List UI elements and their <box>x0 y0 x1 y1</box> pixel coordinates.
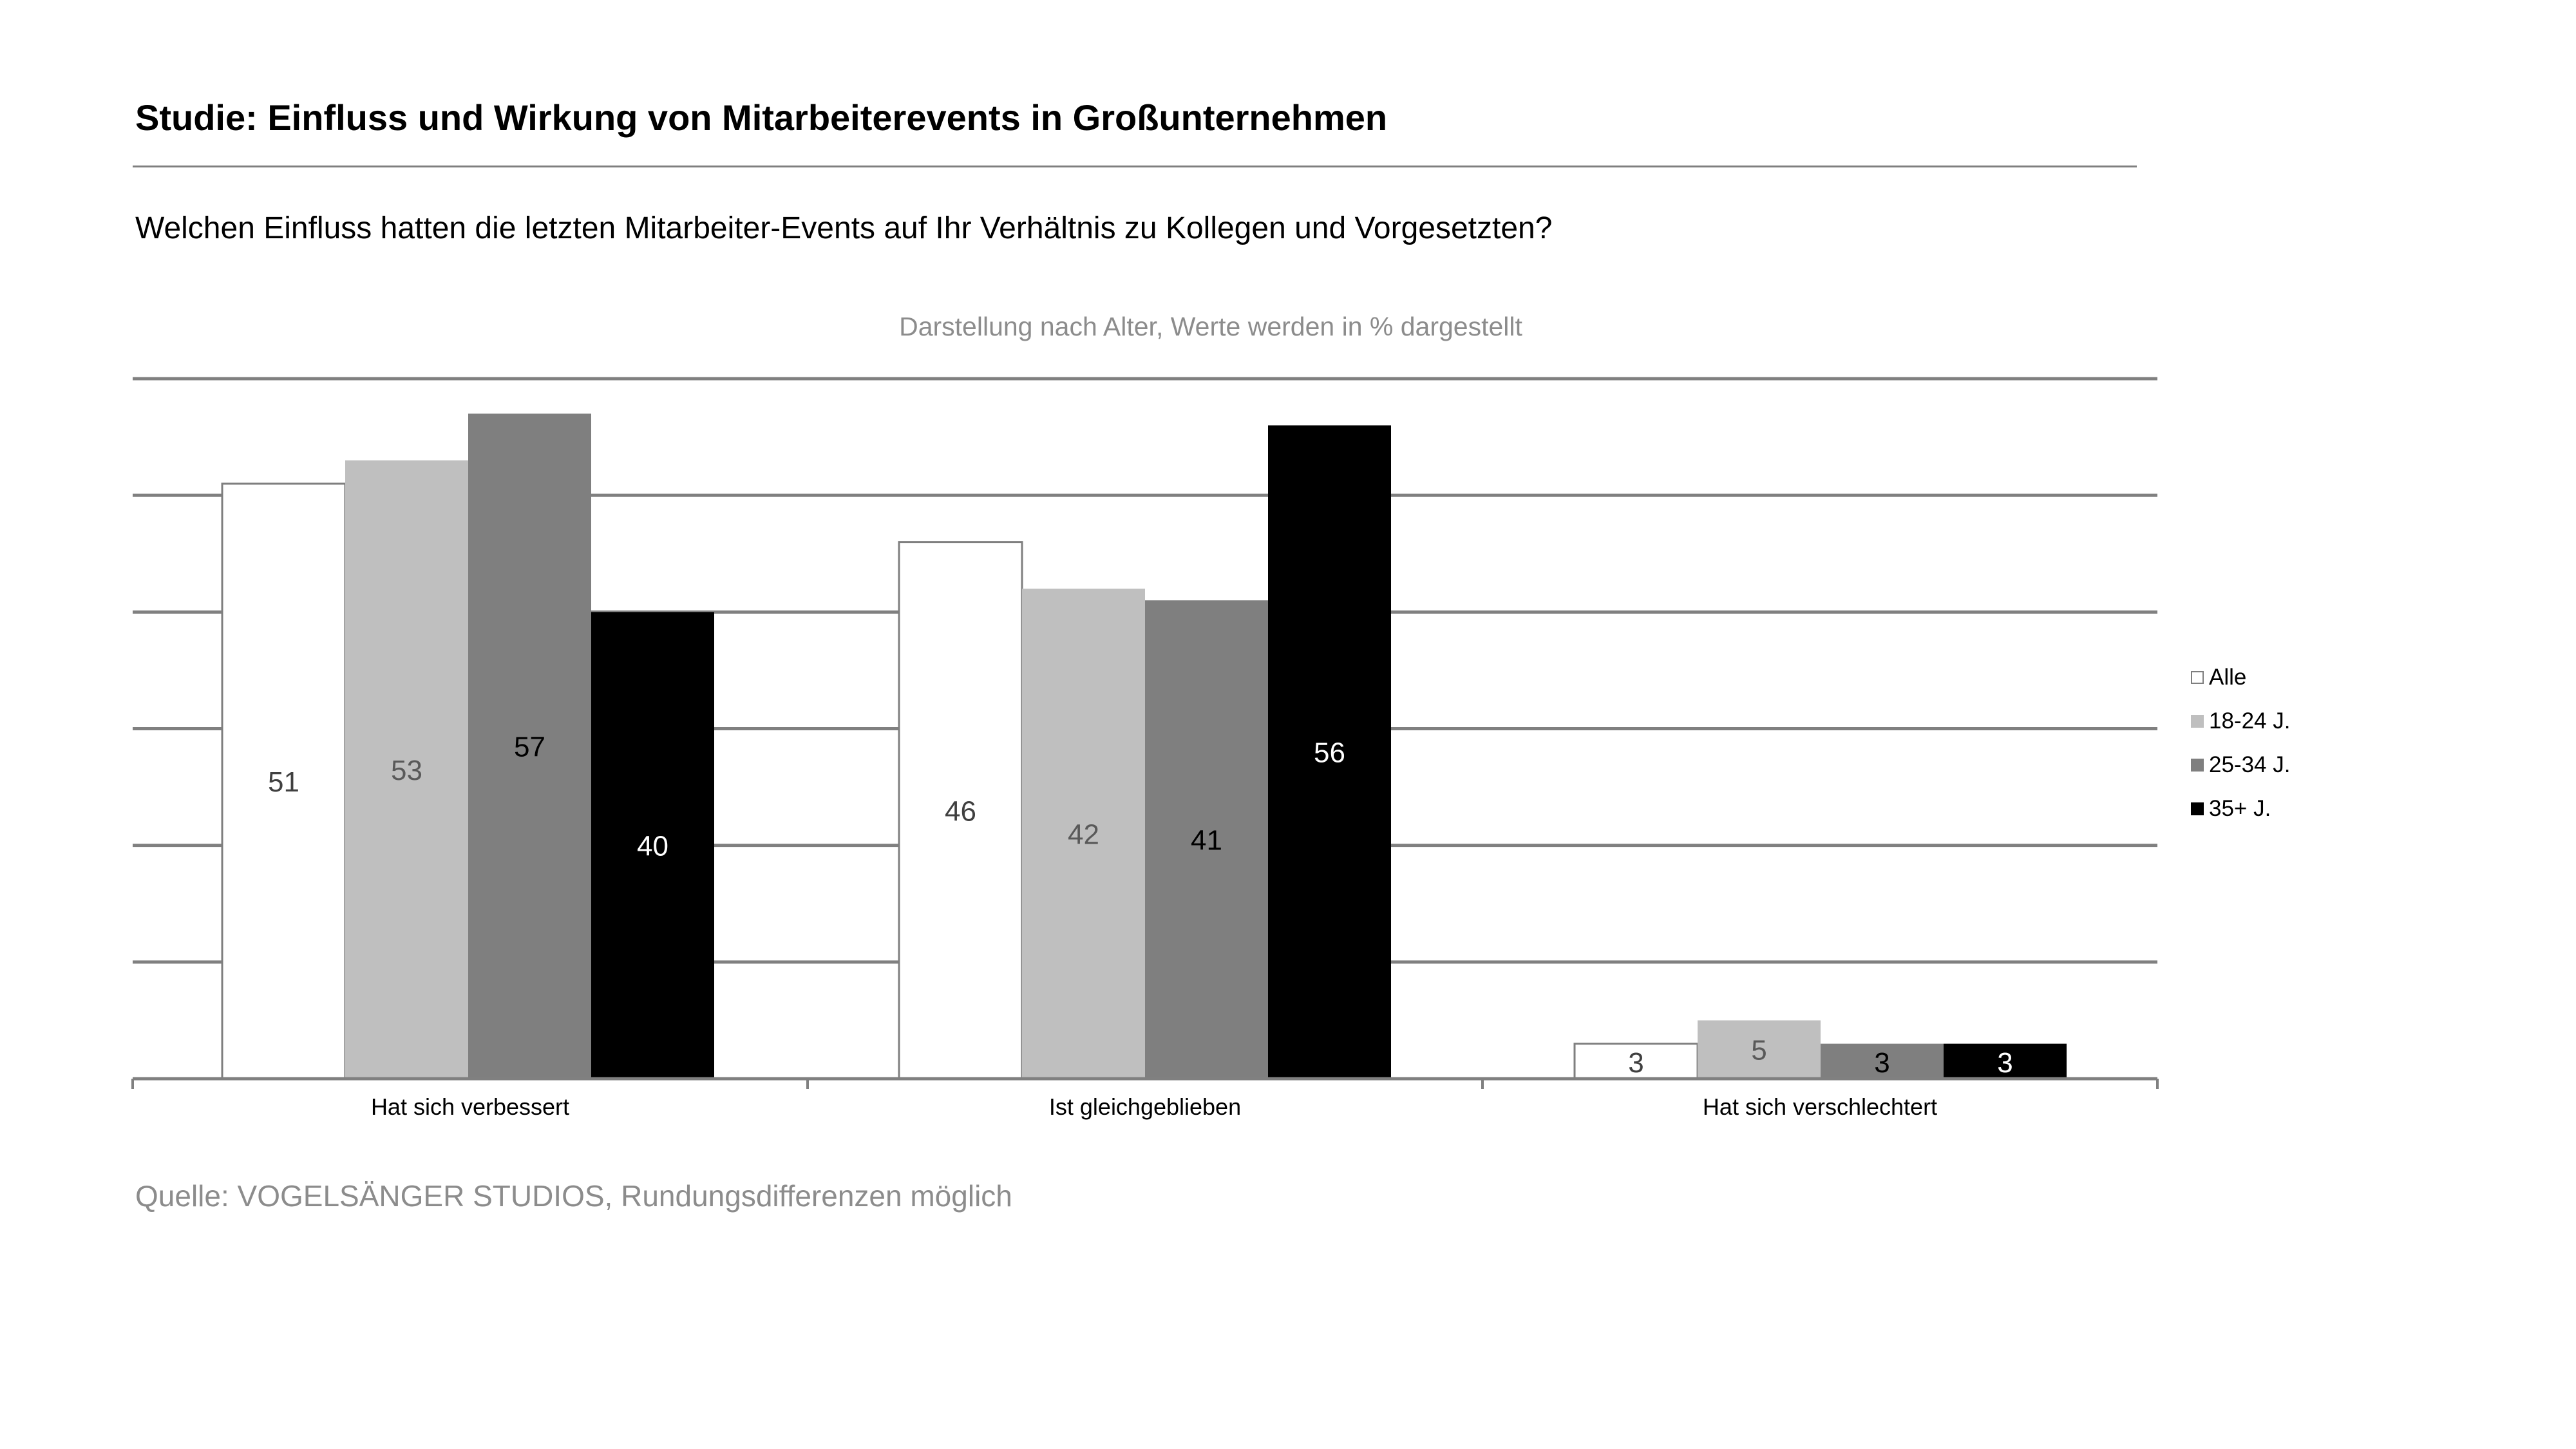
x-tick-label: Hat sich verbessert <box>371 1094 569 1120</box>
data-label: 51 <box>268 766 299 798</box>
data-label: 3 <box>1628 1047 1643 1079</box>
bar <box>1022 589 1145 1079</box>
legend-swatch <box>2191 802 2204 815</box>
bar <box>898 541 1023 1080</box>
legend-swatch <box>2191 715 2204 728</box>
chart-legend: Alle 18-24 J. 25-34 J. 35+ J. <box>2191 656 2290 831</box>
title-divider <box>133 166 2137 167</box>
legend-item: 25-34 J. <box>2191 743 2290 787</box>
data-label: 5 <box>1751 1035 1766 1066</box>
legend-label: 35+ J. <box>2209 796 2271 821</box>
bar <box>1573 1043 1699 1080</box>
data-label: 53 <box>391 755 422 786</box>
survey-question: Welchen Einfluss hatten die letzten Mita… <box>135 211 1553 245</box>
legend-swatch <box>2191 759 2204 772</box>
chart-subtitle: Darstellung nach Alter, Werte werden in … <box>899 312 1522 341</box>
bar <box>345 460 468 1079</box>
data-label: 41 <box>1191 825 1222 857</box>
legend-item: 35+ J. <box>2191 787 2290 831</box>
legend-label: 18-24 J. <box>2209 708 2291 734</box>
data-label: 3 <box>1874 1047 1889 1079</box>
x-axis: Hat sich verbessert Ist gleichgeblieben Ha… <box>131 1077 2159 1120</box>
bar <box>221 482 346 1080</box>
x-tick-label: Ist gleichgeblieben <box>1049 1094 1241 1120</box>
legend-item: 18-24 J. <box>2191 699 2290 743</box>
bar <box>1944 1043 2067 1079</box>
legend-label: Alle <box>2209 665 2247 690</box>
data-label: 57 <box>514 732 545 763</box>
x-tick-label: Hat sich verschlechtert <box>1703 1094 1937 1120</box>
bar <box>1145 600 1268 1079</box>
bar <box>591 612 714 1079</box>
data-label: 40 <box>637 831 668 862</box>
bar-group <box>221 413 2067 1080</box>
bar <box>1821 1043 1944 1079</box>
legend-item: Alle <box>2191 656 2290 699</box>
source-note: Quelle: VOGELSÄNGER STUDIOS, Rundungsdif… <box>135 1179 1012 1213</box>
data-label: 3 <box>1997 1047 2012 1079</box>
page-title: Studie: Einfluss und Wirkung von Mitarbe… <box>135 97 1388 138</box>
legend-swatch <box>2191 671 2204 684</box>
bar <box>468 413 591 1079</box>
bar <box>1268 425 1391 1079</box>
legend-label: 25-34 J. <box>2209 752 2291 777</box>
data-label: 42 <box>1068 819 1099 851</box>
data-label: 56 <box>1314 737 1345 769</box>
data-label: 46 <box>945 795 976 827</box>
bar <box>1698 1020 1821 1079</box>
